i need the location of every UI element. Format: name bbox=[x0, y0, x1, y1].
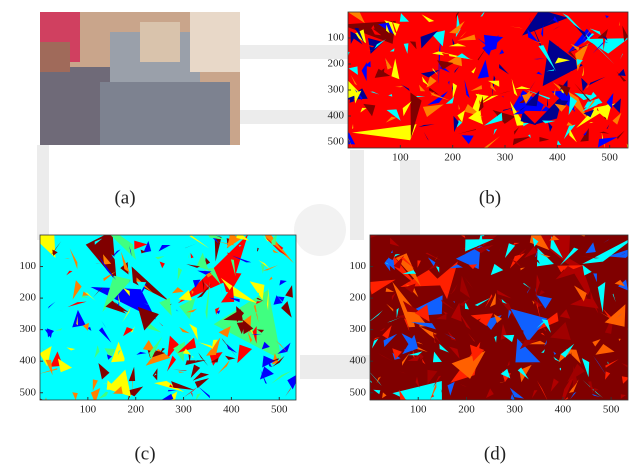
x-tick-label: 300 bbox=[175, 404, 192, 416]
y-tick-label: 200 bbox=[350, 292, 367, 304]
panel-caption: (d) bbox=[484, 443, 506, 464]
photo-region bbox=[40, 67, 110, 145]
photo-region bbox=[190, 12, 240, 72]
panel: 100 200 300 400 500 100 200 300 400 500 (d) bbox=[350, 223, 630, 465]
x-tick-label: 100 bbox=[80, 404, 97, 416]
segmentation-map bbox=[363, 223, 630, 417]
panel-caption: (a) bbox=[114, 187, 135, 208]
y-tick-label: 200 bbox=[20, 292, 37, 304]
y-tick-label: 500 bbox=[350, 386, 367, 398]
y-tick-label: 400 bbox=[350, 355, 367, 367]
y-tick-label: 300 bbox=[20, 323, 37, 335]
y-tick-label: 500 bbox=[20, 386, 37, 398]
x-tick-label: 100 bbox=[410, 404, 427, 416]
x-tick-label: 200 bbox=[444, 152, 461, 164]
x-tick-label: 300 bbox=[506, 404, 523, 416]
segmentation-map bbox=[22, 212, 301, 414]
x-tick-label: 400 bbox=[555, 404, 572, 416]
photo bbox=[40, 12, 240, 145]
segment bbox=[568, 148, 577, 155]
x-tick-label: 500 bbox=[271, 404, 288, 416]
y-tick-label: 200 bbox=[328, 58, 345, 70]
segmentation-map bbox=[334, 3, 630, 169]
y-tick-label: 500 bbox=[328, 136, 345, 148]
y-tick-label: 400 bbox=[20, 355, 37, 367]
x-tick-label: 200 bbox=[127, 404, 144, 416]
panel: 100 200 300 400 500 100 200 300 400 500 (b) bbox=[328, 3, 630, 208]
y-tick-label: 100 bbox=[350, 260, 367, 272]
panel: 100 200 300 400 500 100 200 300 400 500 (c) bbox=[20, 212, 301, 464]
panel-caption: (c) bbox=[134, 443, 155, 464]
photo-region bbox=[40, 42, 70, 72]
photo-region bbox=[100, 82, 230, 145]
panel: (a) bbox=[40, 12, 240, 208]
y-tick-label: 300 bbox=[328, 84, 345, 96]
x-tick-label: 400 bbox=[549, 152, 566, 164]
photo-region bbox=[140, 22, 180, 62]
x-tick-label: 500 bbox=[603, 404, 620, 416]
x-tick-label: 100 bbox=[392, 152, 409, 164]
y-tick-label: 300 bbox=[350, 323, 367, 335]
x-tick-label: 300 bbox=[497, 152, 514, 164]
figure: (a) 100 200 300 400 500 100 200 300 400 500 (b) 100 2… bbox=[0, 0, 630, 466]
y-tick-label: 100 bbox=[20, 260, 37, 272]
y-tick-label: 400 bbox=[328, 110, 345, 122]
x-tick-label: 400 bbox=[223, 404, 240, 416]
x-tick-label: 500 bbox=[601, 152, 618, 164]
x-tick-label: 200 bbox=[458, 404, 475, 416]
panel-caption: (b) bbox=[479, 187, 501, 208]
segment bbox=[32, 278, 35, 289]
y-tick-label: 100 bbox=[328, 32, 345, 44]
segment bbox=[548, 5, 557, 12]
